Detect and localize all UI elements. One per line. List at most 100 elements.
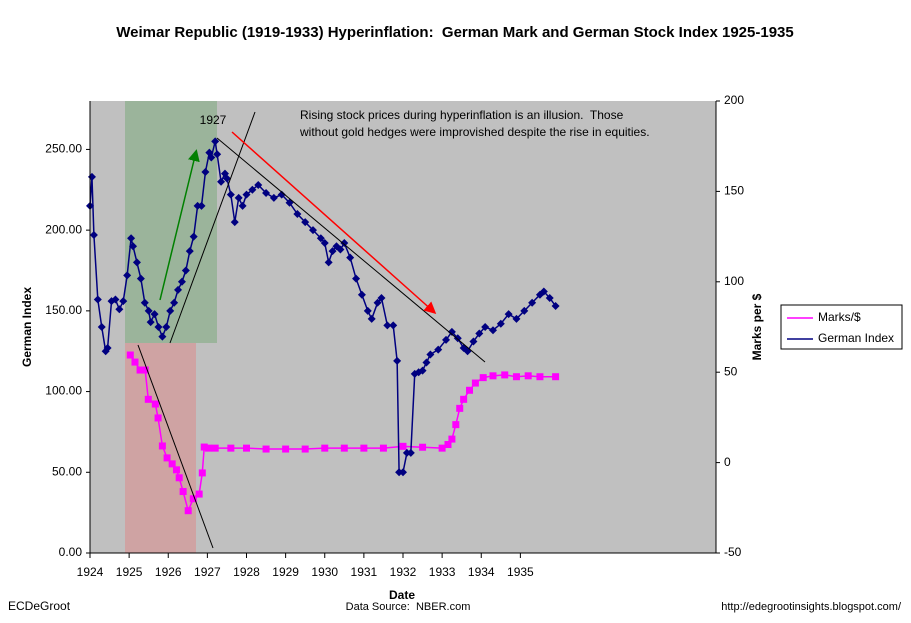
data-point — [163, 454, 171, 462]
data-point — [201, 168, 210, 177]
data-point — [177, 277, 186, 286]
x-tick-label: 1932 — [390, 565, 417, 579]
data-point — [222, 174, 231, 183]
data-point — [320, 239, 329, 248]
data-point — [170, 298, 179, 307]
footer-source: Data Source: NBER.com — [346, 601, 471, 613]
data-point — [115, 305, 124, 314]
x-tick-label: 1934 — [468, 565, 495, 579]
x-tick-label: 1935 — [507, 565, 534, 579]
data-point — [168, 460, 176, 468]
data-point — [469, 337, 478, 346]
data-point — [141, 366, 149, 374]
y2-tick-label: 200 — [724, 93, 744, 107]
x-tick-label: 1931 — [351, 565, 378, 579]
data-point — [301, 445, 309, 453]
y2-tick-label: 0 — [724, 455, 731, 469]
data-point — [399, 442, 407, 450]
y-tick-label: 100.00 — [45, 384, 82, 398]
data-point — [539, 287, 548, 296]
highlight-stocks — [125, 101, 217, 343]
data-point — [179, 488, 187, 496]
data-point — [213, 150, 222, 159]
data-point — [536, 373, 544, 381]
x-tick-label: 1933 — [429, 565, 456, 579]
data-point — [144, 395, 152, 403]
data-point — [488, 326, 497, 335]
x-tick-label: 1925 — [116, 565, 143, 579]
data-point — [471, 379, 479, 387]
data-point — [136, 274, 145, 283]
x-tick-label: 1928 — [233, 565, 260, 579]
data-point — [184, 507, 192, 515]
data-point — [426, 350, 435, 359]
data-point — [328, 247, 337, 256]
data-point — [175, 474, 183, 482]
data-point — [111, 295, 120, 304]
data-point — [262, 445, 270, 453]
data-point — [434, 345, 443, 354]
data-point — [520, 306, 529, 315]
data-point — [399, 468, 407, 477]
data-point — [158, 332, 167, 341]
data-point — [496, 319, 505, 328]
data-point — [316, 234, 325, 243]
arrow — [159, 149, 200, 301]
data-point — [269, 193, 278, 202]
y-tick-label: 200.00 — [45, 222, 82, 236]
data-point — [352, 274, 361, 283]
data-point — [383, 321, 392, 330]
data-point — [243, 444, 250, 452]
data-point — [346, 253, 355, 262]
footer-url: http://edegrootinsights.blogspot.com/ — [721, 601, 902, 613]
x-tick-label: 1926 — [155, 565, 182, 579]
legend-label: German Index — [818, 331, 894, 345]
x-tick-label: 1927 — [194, 565, 221, 579]
data-point — [242, 190, 251, 199]
annotation: 1927 — [200, 113, 227, 127]
y2-tick-label: 100 — [724, 274, 744, 288]
data-point — [262, 189, 271, 198]
data-point — [373, 298, 382, 307]
data-point — [254, 180, 263, 189]
data-point — [132, 258, 141, 267]
data-point — [309, 226, 318, 235]
data-point — [150, 310, 159, 319]
data-point — [174, 285, 183, 294]
data-point — [282, 445, 290, 453]
data-point — [447, 327, 456, 336]
data-point — [146, 318, 155, 327]
data-point — [234, 193, 243, 202]
data-point — [460, 395, 468, 403]
y-tick-label: 250.00 — [45, 142, 82, 156]
data-point — [197, 201, 206, 210]
data-point — [466, 386, 474, 394]
data-point — [418, 366, 427, 375]
data-point — [127, 234, 136, 243]
data-point — [389, 321, 398, 330]
trend-line — [216, 137, 486, 363]
y2-tick-label: 50 — [724, 364, 738, 378]
data-point — [136, 366, 144, 374]
data-point — [189, 232, 198, 241]
data-point — [379, 444, 387, 452]
data-point — [444, 441, 452, 449]
data-point — [357, 290, 366, 299]
data-point — [129, 242, 138, 251]
data-point — [363, 306, 372, 315]
footer-left: ECDeGroot — [8, 599, 71, 613]
data-point — [340, 239, 349, 248]
data-point — [211, 137, 220, 146]
data-point — [158, 442, 166, 450]
data-point — [200, 443, 208, 451]
data-point — [103, 343, 112, 352]
data-point — [226, 190, 235, 199]
data-point — [181, 266, 190, 275]
data-point — [340, 444, 348, 452]
data-point — [551, 302, 560, 311]
data-point — [324, 258, 333, 267]
chart-title: Weimar Republic (1919-1933) Hyperinflati… — [116, 24, 794, 41]
data-point — [301, 218, 310, 227]
data-point — [456, 404, 464, 412]
